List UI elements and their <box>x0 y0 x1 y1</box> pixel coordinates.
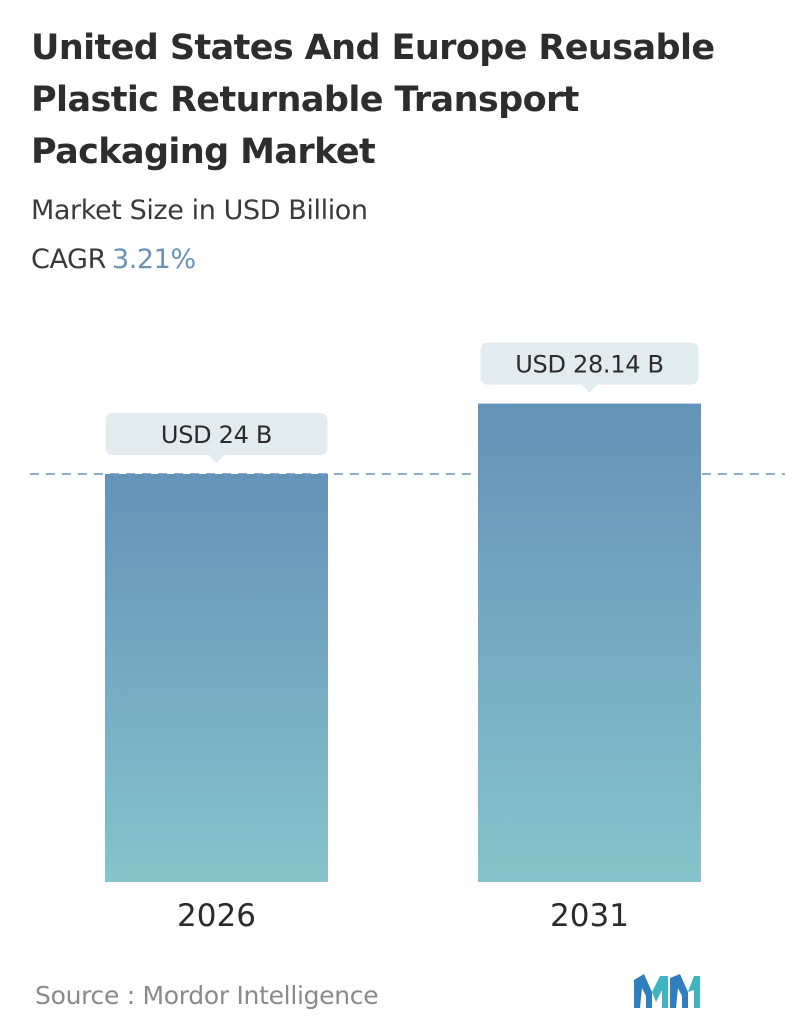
x-tick-label-2031: 2031 <box>550 898 629 934</box>
bar-2031 <box>478 403 701 882</box>
data-label-pointer-2026 <box>208 455 225 463</box>
mordor-intelligence-logo-icon <box>634 974 700 1008</box>
bar-2026 <box>105 474 328 882</box>
data-label-bubble-2031 <box>480 342 699 385</box>
data-label-bubble-2026 <box>105 413 328 455</box>
x-tick-label-2026: 2026 <box>177 898 256 934</box>
data-label-2026: USD 24 B <box>161 421 272 449</box>
data-label-pointer-2031 <box>581 384 598 393</box>
cagr-label: CAGR <box>31 244 106 275</box>
source-credit: Source : Mordor Intelligence <box>35 981 379 1010</box>
chart-subtitle: Market Size in USD Billion <box>31 195 368 226</box>
bar-chart: USD 24 B 2026 USD 28.14 B 2031 <box>30 342 785 934</box>
data-label-2031: USD 28.14 B <box>515 351 663 379</box>
cagr-value: 3.21% <box>111 244 196 275</box>
chart-title: United States And Europe Reusable Plasti… <box>31 28 715 172</box>
cagr-line: CAGR 3.21% <box>31 240 196 280</box>
